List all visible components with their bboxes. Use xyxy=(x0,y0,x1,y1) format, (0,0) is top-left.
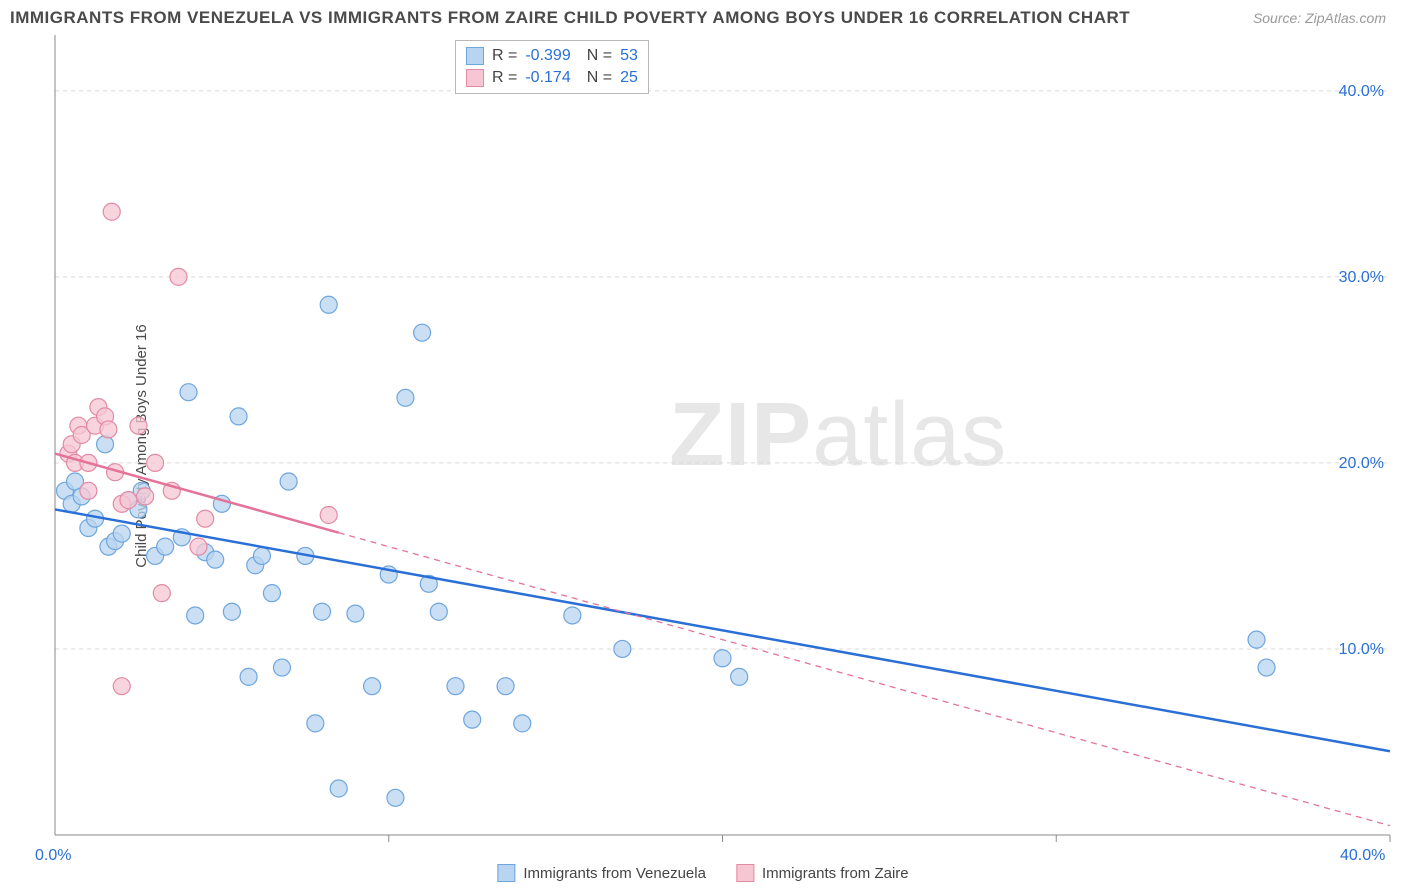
stat-r-value: -0.399 xyxy=(525,45,570,67)
legend-swatch xyxy=(466,47,484,65)
stats-legend: R = -0.399 N = 53 R = -0.174 N = 25 xyxy=(455,40,649,94)
data-point xyxy=(97,436,114,453)
data-point xyxy=(280,473,297,490)
data-point xyxy=(157,538,174,555)
data-point xyxy=(253,547,270,564)
data-point xyxy=(1258,659,1275,676)
trend-line xyxy=(55,509,1390,751)
data-point xyxy=(430,603,447,620)
data-point xyxy=(230,408,247,425)
y-tick-label: 20.0% xyxy=(1339,455,1384,472)
legend-swatch xyxy=(466,69,484,87)
data-point xyxy=(514,715,531,732)
y-tick-label: 40.0% xyxy=(1339,83,1384,100)
stat-n-value: 53 xyxy=(620,45,638,67)
data-point xyxy=(564,607,581,624)
data-point xyxy=(170,268,187,285)
data-point xyxy=(307,715,324,732)
data-point xyxy=(387,789,404,806)
stat-n-value: 25 xyxy=(620,67,638,89)
stat-r-label: R = xyxy=(492,67,517,89)
trend-line-extrapolated xyxy=(339,533,1390,826)
data-point xyxy=(223,603,240,620)
stats-row: R = -0.174 N = 25 xyxy=(466,67,638,89)
data-point xyxy=(130,417,147,434)
data-point xyxy=(320,507,337,524)
data-point xyxy=(447,678,464,695)
correlation-chart: IMMIGRANTS FROM VENEZUELA VS IMMIGRANTS … xyxy=(0,0,1406,892)
stat-n-label: N = xyxy=(587,67,612,89)
stat-r-label: R = xyxy=(492,45,517,67)
data-point xyxy=(614,640,631,657)
data-point xyxy=(414,324,431,341)
series-legend: Immigrants from Venezuela Immigrants from… xyxy=(497,864,908,882)
data-point xyxy=(187,607,204,624)
data-point xyxy=(347,605,364,622)
data-point xyxy=(197,510,214,527)
data-point xyxy=(80,482,97,499)
data-point xyxy=(190,538,207,555)
y-tick-label: 10.0% xyxy=(1339,641,1384,658)
x-axis-end-label: 40.0% xyxy=(1340,847,1385,865)
data-point xyxy=(147,454,164,471)
x-axis-origin-label: 0.0% xyxy=(35,847,71,865)
data-point xyxy=(180,384,197,401)
data-point xyxy=(100,421,117,438)
data-point xyxy=(113,525,130,542)
legend-label: Immigrants from Zaire xyxy=(762,865,909,882)
data-point xyxy=(497,678,514,695)
data-point xyxy=(364,678,381,695)
legend-swatch xyxy=(497,864,515,882)
data-point xyxy=(273,659,290,676)
legend-item: Immigrants from Zaire xyxy=(736,864,909,882)
data-point xyxy=(153,585,170,602)
data-point xyxy=(397,389,414,406)
data-point xyxy=(1248,631,1265,648)
data-point xyxy=(263,585,280,602)
data-point xyxy=(731,668,748,685)
data-point xyxy=(240,668,257,685)
data-point xyxy=(103,203,120,220)
data-point xyxy=(207,551,224,568)
legend-swatch xyxy=(736,864,754,882)
data-point xyxy=(330,780,347,797)
data-point xyxy=(120,492,137,509)
data-point xyxy=(137,488,154,505)
plot-area: 10.0% 20.0% 30.0% 40.0% xyxy=(0,0,1406,892)
data-point xyxy=(314,603,331,620)
stat-r-value: -0.174 xyxy=(525,67,570,89)
y-tick-label: 30.0% xyxy=(1339,269,1384,286)
data-point xyxy=(464,711,481,728)
data-point xyxy=(714,650,731,667)
data-point xyxy=(113,678,130,695)
stat-n-label: N = xyxy=(587,45,612,67)
legend-label: Immigrants from Venezuela xyxy=(523,865,706,882)
stats-row: R = -0.399 N = 53 xyxy=(466,45,638,67)
legend-item: Immigrants from Venezuela xyxy=(497,864,706,882)
data-point xyxy=(320,296,337,313)
